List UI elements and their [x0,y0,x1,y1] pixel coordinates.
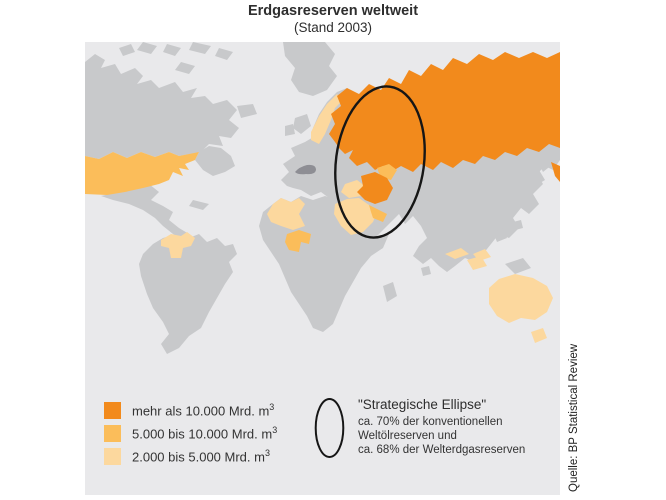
page-title: Erdgasreserven weltweit [247,3,419,19]
strategic-ellipse-legend: "Strategische Ellipse" ca. 70% der konve… [314,397,525,459]
arctic-island [175,62,195,74]
arctic-island [119,44,135,56]
legend-swatch-high [104,402,121,419]
region-venezuela [161,232,195,258]
region-borneo [467,256,487,270]
landmass-north-america [85,42,337,240]
ellipse-icon [314,398,345,458]
world-map-svg [85,42,560,495]
strategic-ellipse-title: "Strategische Ellipse" [358,397,487,412]
new-guinea [505,258,531,274]
page-subtitle: (Stand 2003) [293,20,373,35]
region-nigeria [285,230,311,252]
ireland [285,124,295,136]
taiwan [513,220,523,230]
region-gulf-states [369,205,387,222]
legend-swatch-low [104,448,121,465]
region-russia [329,52,560,172]
world-map: mehr als 10.000 Mrd. m3 5.000 bis 10.000… [85,42,560,495]
us-east [195,146,235,176]
south-america [139,234,237,354]
highlighted-regions [85,52,560,343]
legend-swatch-mid [104,425,121,442]
legend: mehr als 10.000 Mrd. m3 5.000 bis 10.000… [104,399,277,468]
region-usa [85,152,199,195]
arctic-island [189,42,211,54]
madagascar [383,282,397,302]
japan-south [529,170,545,186]
region-australia [489,274,553,323]
arctic-island [137,42,157,54]
region-norway [311,94,343,144]
legend-item-high: mehr als 10.000 Mrd. m3 [104,399,277,422]
legend-item-mid: 5.000 bis 10.000 Mrd. m3 [104,422,277,445]
strategic-ellipse-line: ca. 68% der Welterdgasreserven [358,444,526,456]
philippines [493,228,507,242]
legend-label-high: mehr als 10.000 Mrd. m3 [132,402,275,419]
region-algeria [267,198,305,230]
strategic-ellipse-line: ca. 70% der konventionellen [358,416,503,428]
region-iran [357,172,393,204]
region-russia-far-east [551,162,560,182]
source-credit: Quelle: BP Statistical Review [568,343,580,492]
landmass-south-america [139,234,237,354]
caribbean [189,200,209,210]
greenland [283,42,337,96]
germany-marker [295,164,316,175]
great-britain [293,114,311,134]
canada [85,54,239,159]
mexico-central-america [101,184,189,240]
legend-item-low: 2.000 bis 5.000 Mrd. m3 [104,445,277,468]
region-new-zealand [531,328,547,343]
strategic-ellipse-outline [334,85,426,239]
iceland [237,104,257,118]
region-saudi-arabia [334,198,377,235]
strategic-ellipse-line: Weltölreserven und [358,430,457,442]
japan [537,154,553,172]
legend-label-low: 2.000 bis 5.000 Mrd. m3 [132,448,270,465]
legend-label-mid: 5.000 bis 10.000 Mrd. m3 [132,425,278,442]
strategic-ellipse-text: "Strategische Ellipse" ca. 70% der konve… [358,397,525,457]
arctic-island [163,44,181,56]
region-indonesia-west [445,248,469,259]
sri-lanka [421,266,431,276]
arctic-island [215,48,233,60]
